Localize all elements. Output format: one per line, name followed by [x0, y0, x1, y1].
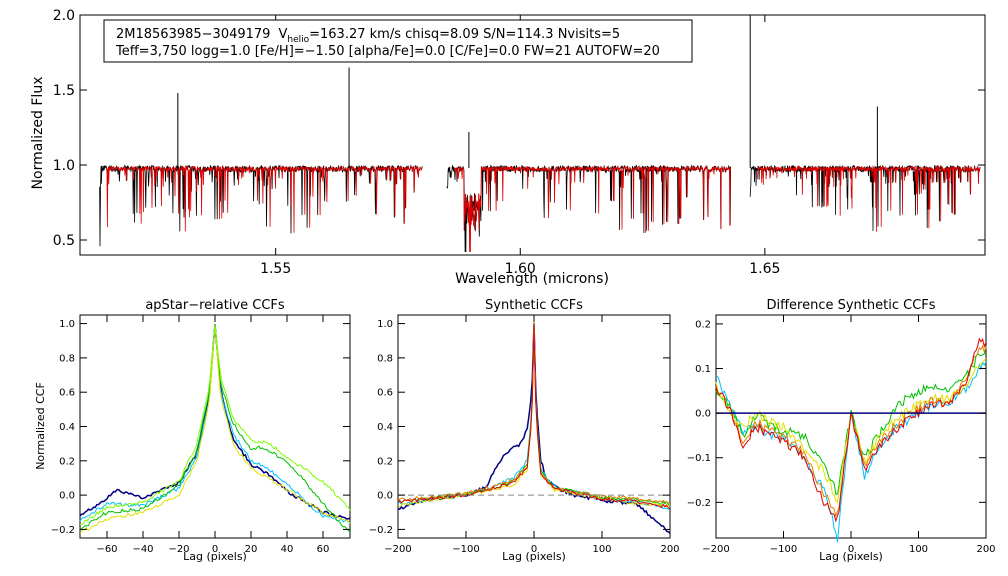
y-tick-label: 0.0 [59, 491, 75, 502]
x-tick-label: 60 [317, 544, 330, 555]
y-tick-label: 0.8 [377, 353, 393, 364]
ccf-apstar-y-ticks: −0.2 0.0 0.2 0.4 0.6 0.8 1.0 [51, 319, 350, 536]
y-tick-label: 0.4 [377, 422, 393, 433]
x-tick-label: −200 [702, 544, 729, 555]
spectrum-x-ticks: 1.55 1.60 1.65 [260, 15, 780, 277]
spectrum-synthetic-chip-2 [453, 165, 731, 253]
spectrum-ylabel: Normalized Flux [30, 77, 46, 190]
y-tick-label: 0.8 [59, 353, 75, 364]
ccf-difference-title: Difference Synthetic CCFs [766, 298, 935, 313]
ccf-apstar-ylabel: Normalized CCF [34, 382, 47, 470]
x-tick-label: 100 [592, 544, 611, 555]
info-line-1: 2M18563985−3049179 Vhelio=163.27 km/s chi… [116, 27, 620, 45]
x-tick-label: 0 [848, 544, 854, 555]
ccf-synthetic-x-ticks: −200 −100 0 100 200 [384, 315, 680, 555]
x-tick-label: 20 [245, 544, 258, 555]
x-tick-label: −20 [168, 544, 189, 555]
y-tick-label: 1.0 [53, 158, 75, 174]
x-tick-label: 40 [281, 544, 294, 555]
y-tick-label: 1.0 [377, 319, 393, 330]
ccf-apstar-title: apStar−relative CCFs [145, 298, 285, 313]
x-tick-label: 0 [531, 544, 537, 555]
ccf-apstar-panel: −60 −40 −20 0 20 40 60 −0.20.00.20.40.60.81.0 … [34, 298, 351, 563]
y-tick-label: 0.2 [377, 456, 393, 467]
ccf-apstar-series-group [79, 324, 351, 534]
x-tick-label: 200 [976, 544, 995, 555]
y-tick-label: 0.2 [59, 456, 75, 467]
x-tick-label: −200 [384, 544, 411, 555]
ccf-synthetic-xlabel: Lag (pixels) [502, 550, 566, 563]
ccf-synthetic-title: Synthetic CCFs [485, 298, 583, 313]
ccf-difference-xlabel: Lag (pixels) [819, 550, 883, 563]
x-tick-label: 1.60 [505, 261, 536, 277]
y-tick-label: 0.0 [695, 409, 711, 420]
ccf-difference-x-ticks: −200 −100 0 100 200 [702, 315, 996, 555]
ccf-synthetic-y-ticks: −0.2 0.0 0.2 0.4 0.6 0.8 1.0 [369, 319, 670, 536]
x-tick-label: 0 [212, 544, 218, 555]
ccf-difference-panel: −200 −100 0 100 200 −0.2 −0.1 0.0 0.1 0.2 Differ… [687, 298, 996, 563]
info-line-2: Teff=3,750 logg=1.0 [Fe/H]=−1.50 [alpha/… [115, 44, 660, 59]
x-tick-label: 100 [909, 544, 928, 555]
spectrum-synthetic-chip-1 [106, 165, 423, 233]
spectrum-xlabel: Wavelength (microns) [455, 271, 609, 287]
spectrum-y-ticks: 0.5 1.0 1.5 2.0 [53, 8, 985, 249]
y-tick-label: 0.6 [377, 388, 393, 399]
ccf-apstar-x-ticks: −60 −40 −20 0 20 40 60 [96, 315, 329, 555]
y-tick-label: 0.0 [377, 491, 393, 502]
star-id: 2M18563985−3049179 [116, 27, 270, 42]
y-tick-label: 1.0 [59, 319, 75, 330]
series-line-visit-3 [79, 324, 351, 533]
y-tick-label: −0.2 [369, 525, 393, 536]
series-line-visit-6 [397, 324, 671, 510]
x-tick-label: −100 [452, 544, 479, 555]
y-tick-label: 1.5 [53, 83, 75, 99]
spectrum-synthetic-chip-3 [757, 165, 981, 232]
y-tick-label: −0.1 [687, 453, 711, 464]
v-symbol: V [278, 27, 287, 42]
x-tick-label: 200 [660, 544, 679, 555]
x-tick-label: −40 [132, 544, 153, 555]
ccf-difference-y-ticks: −0.2 −0.1 0.0 0.1 0.2 [687, 319, 986, 509]
v-subscript: helio [287, 35, 309, 45]
series-line-visit-2 [79, 324, 351, 524]
y-tick-label: 0.6 [59, 388, 75, 399]
y-tick-label: 0.1 [695, 364, 711, 375]
ccf-synthetic-series-group [397, 322, 671, 534]
y-tick-label: 0.5 [53, 233, 75, 249]
info-line-1-rest: =163.27 km/s chisq=8.09 S/N=114.3 Nvisit… [309, 27, 620, 42]
x-tick-label: 1.55 [260, 261, 291, 277]
spectrum-frame [79, 14, 986, 256]
y-tick-label: 0.2 [695, 319, 711, 330]
x-tick-label: −100 [770, 544, 797, 555]
ccf-synthetic-panel: −200 −100 0 100 200 −0.2 0.0 0.2 0.4 0.6 0.8 1.0 S… [369, 298, 680, 563]
spectrum-series-group [99, 15, 981, 253]
series-line-visit-5 [79, 324, 351, 526]
info-box-frame [103, 19, 693, 63]
x-tick-label: 1.65 [749, 261, 780, 277]
y-tick-label: −0.2 [687, 498, 711, 509]
ccf-apstar-xlabel: Lag (pixels) [183, 550, 247, 563]
y-tick-label: 2.0 [53, 8, 75, 24]
x-tick-label: −60 [96, 544, 117, 555]
y-tick-label: 0.4 [59, 422, 75, 433]
ccf-difference-series-group [715, 337, 987, 543]
y-tick-label: −0.2 [51, 525, 75, 536]
info-box: 2M18563985−3049179 Vhelio=163.27 km/s chi… [103, 19, 693, 63]
spectrum-panel: 1.55 1.60 1.65 0.5 1.0 1.5 2.0 Wavelength (mi… [30, 8, 986, 287]
